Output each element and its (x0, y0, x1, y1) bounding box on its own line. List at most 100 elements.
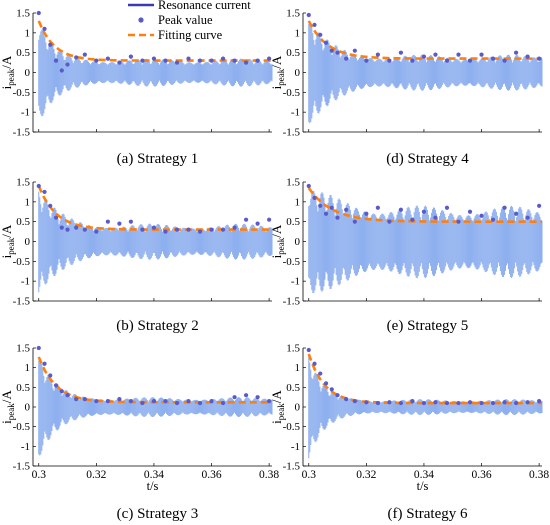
y-tick-label: 0.5 (286, 216, 300, 228)
y-label-prefix: i (269, 254, 284, 258)
peak-point (318, 371, 323, 376)
peak-point (163, 399, 168, 404)
peak-point (306, 347, 311, 353)
peak-point (53, 58, 59, 63)
y-label-suffix: /A (0, 55, 14, 69)
peak-value-series (36, 10, 272, 73)
peak-point (82, 227, 87, 232)
resonance-current-series (308, 190, 543, 294)
y-tick-label: 0.5 (16, 382, 30, 394)
peak-point (479, 400, 484, 406)
peak-point (364, 400, 369, 405)
peak-value-series (306, 183, 542, 224)
y-tick-label: -1 (291, 107, 300, 119)
peak-point (398, 207, 403, 212)
peak-point (65, 393, 70, 398)
peak-point (209, 399, 214, 404)
peak-point (513, 211, 519, 216)
legend-label: Fitting curve (158, 28, 223, 42)
panel-3: -1.5 -1 -0.5 0 0.5 1 1.5 ipeak/A (b) Strategy 2 (0, 177, 273, 334)
peak-value-series (36, 183, 272, 234)
y-tick-label: -1 (21, 276, 30, 288)
peak-point (433, 400, 438, 405)
peak-point (312, 361, 317, 366)
peak-point (537, 203, 542, 208)
peak-point (306, 12, 311, 18)
x-axis-label: t/s (417, 479, 429, 493)
y-tick-label: 0 (295, 402, 301, 414)
resonance-current-series (38, 191, 273, 293)
peak-point (490, 217, 496, 222)
x-axis-label: t/s (147, 479, 159, 493)
peak-point (151, 56, 157, 61)
peak-point (335, 215, 340, 220)
peak-point (255, 395, 260, 400)
y-label-suffix: /A (269, 390, 284, 404)
resonance-current-series (38, 359, 273, 456)
peak-point (163, 229, 168, 234)
peak-point (352, 48, 357, 53)
peak-point (456, 400, 461, 406)
peak-point (344, 56, 349, 61)
peak-point (174, 227, 180, 232)
peak-point (243, 60, 249, 65)
peak-point (59, 68, 64, 73)
fitting-curve-series (307, 353, 542, 405)
panel-1: -1.5 -1 -0.5 0 0.5 1 1.5 ipeak/A (a) Strategy 1 (0, 8, 273, 167)
peak-point (444, 58, 450, 63)
peak-point (344, 207, 349, 212)
y-axis-label: ipeak/A (269, 390, 286, 424)
panel-5: -1.5 -1 -0.5 0 0.5 1 1.5 0.3 0.32 0.34 0.36 0.38 t/s… (0, 343, 279, 523)
peak-point (344, 397, 349, 402)
panel-2: -1.5 -1 -0.5 0 0.5 1 1.5 ipeak/A (d) Strategy 4 (269, 8, 543, 167)
peak-point (444, 205, 450, 210)
peak-point (186, 56, 191, 61)
peak-point (456, 52, 461, 57)
peak-point (335, 50, 340, 55)
y-tick-label: -1 (21, 441, 30, 453)
y-tick-label: 1 (25, 27, 31, 39)
x-tick-label: 0.34 (144, 469, 164, 481)
peak-point (329, 387, 334, 392)
peak-point (410, 58, 415, 63)
peak-point (467, 209, 473, 214)
fitting-curve-series (37, 185, 272, 231)
peak-point (105, 219, 110, 224)
peak-point (186, 399, 191, 404)
peak-point (364, 58, 369, 63)
y-label-prefix: i (0, 85, 14, 89)
x-tick-label: 0.3 (302, 469, 317, 481)
peak-point (502, 400, 507, 405)
panel-4: -1.5 -1 -0.5 0 0.5 1 1.5 ipeak/A (e) Strategy 5 (269, 177, 543, 334)
peak-point (42, 26, 47, 31)
y-tick-label: 1 (25, 362, 31, 374)
peak-point (36, 183, 41, 189)
peak-point (312, 22, 317, 27)
x-tick-label: 0.34 (414, 469, 434, 481)
y-tick-label: -1.5 (283, 296, 301, 308)
peak-point (82, 397, 87, 402)
y-tick-label: 1 (295, 27, 301, 39)
peak-point (329, 48, 334, 53)
peak-point (335, 393, 340, 398)
peak-point (490, 56, 496, 61)
y-label-subscript: peak (276, 237, 286, 254)
fitting-curve-series (37, 20, 272, 62)
peak-point (53, 215, 59, 220)
peak-point (323, 381, 329, 386)
y-tick-label: -1.5 (13, 461, 31, 473)
y-label-subscript: peak (6, 403, 16, 420)
y-label-suffix: /A (0, 224, 14, 238)
peak-point (128, 219, 133, 224)
y-label-subscript: peak (6, 68, 16, 85)
peak-point (255, 58, 260, 63)
y-axis-label: ipeak/A (0, 224, 16, 258)
panel-caption: (f) Strategy 6 (388, 506, 468, 522)
peak-point (375, 400, 380, 406)
legend-dot-swatch (138, 17, 144, 23)
peak-point (94, 399, 99, 404)
y-label-prefix: i (269, 420, 284, 424)
y-tick-label: -0.5 (13, 256, 31, 268)
peak-point (220, 227, 226, 232)
peak-point (525, 215, 530, 220)
